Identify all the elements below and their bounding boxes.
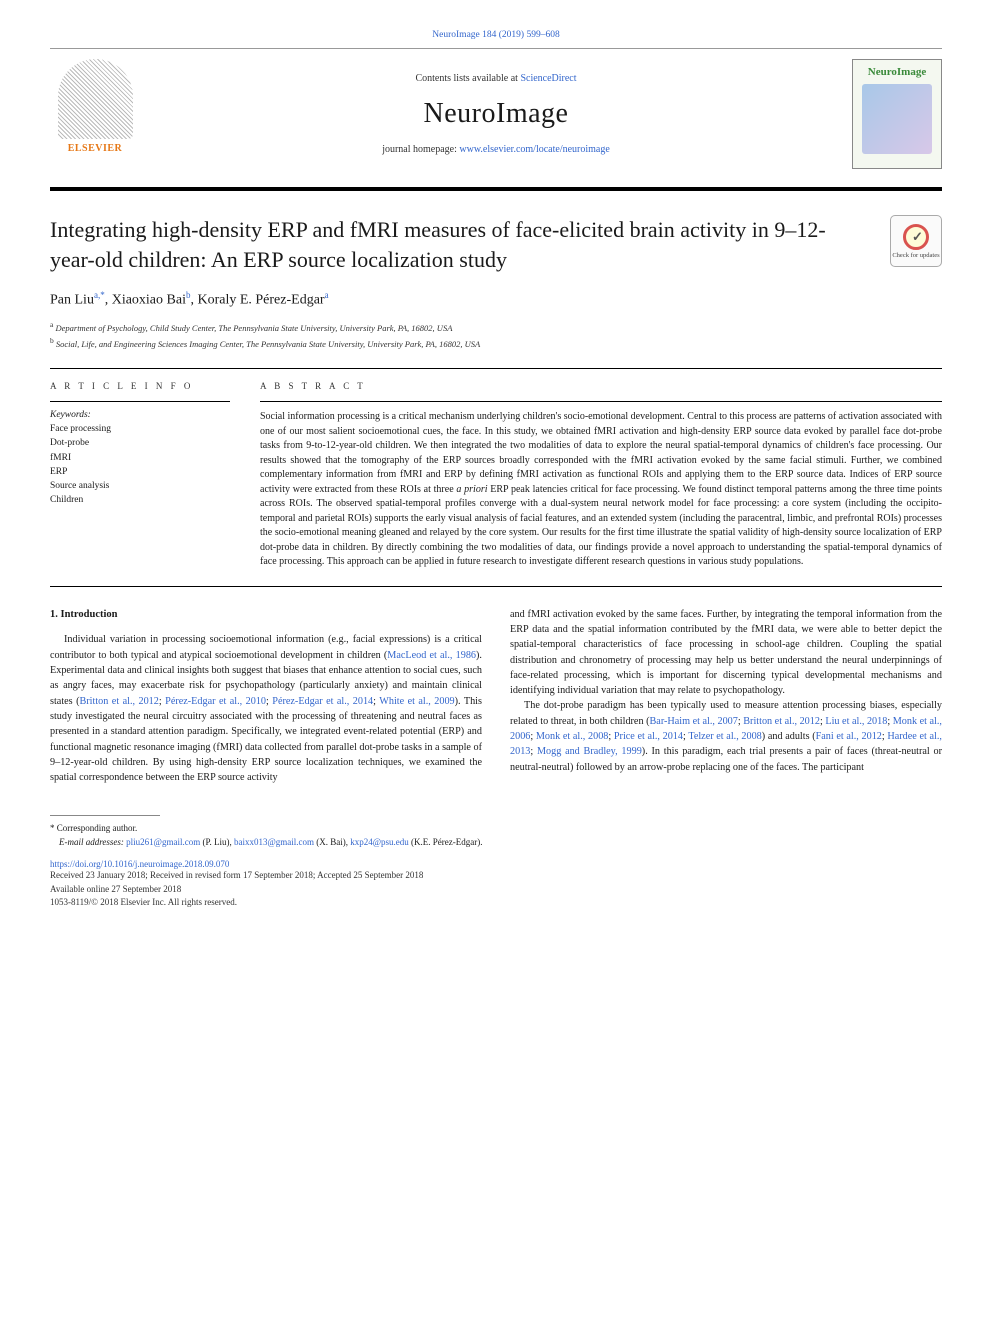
authors: Pan Liua,*, Xiaoxiao Baib, Koraly E. Pér… bbox=[50, 290, 942, 309]
cover-title: NeuroImage bbox=[868, 66, 926, 78]
history-received: Received 23 January 2018; Received in re… bbox=[50, 869, 942, 883]
abstract-text: Social information processing is a criti… bbox=[260, 410, 942, 570]
journal-citation[interactable]: NeuroImage 184 (2019) 599–608 bbox=[50, 30, 942, 40]
affiliation-b: Social, Life, and Engineering Sciences I… bbox=[56, 338, 480, 348]
check-updates-badge[interactable]: Check for updates bbox=[890, 215, 942, 267]
copyright: 1053-8119/© 2018 Elsevier Inc. All right… bbox=[50, 896, 942, 910]
author-3-affil[interactable]: a bbox=[325, 290, 329, 300]
paragraph: and fMRI activation evoked by the same f… bbox=[510, 607, 942, 699]
keyword-item: Dot-probe bbox=[50, 436, 230, 450]
email-name-2: (X. Bai), bbox=[316, 837, 348, 847]
info-label: A R T I C L E I N F O bbox=[50, 381, 230, 391]
history-online: Available online 27 September 2018 bbox=[50, 883, 942, 897]
citation-link[interactable]: Monk et al., 2008 bbox=[536, 731, 609, 742]
author-1-affil[interactable]: a,* bbox=[94, 290, 105, 300]
abstract: A B S T R A C T Social information proce… bbox=[260, 381, 942, 570]
keyword-item: ERP bbox=[50, 465, 230, 479]
emails-label: E-mail addresses: bbox=[59, 837, 124, 847]
email-name-1: (P. Liu), bbox=[202, 837, 231, 847]
article-history: Received 23 January 2018; Received in re… bbox=[50, 869, 942, 910]
affiliation-a: Department of Psychology, Child Study Ce… bbox=[55, 323, 452, 333]
author-2-affil[interactable]: b bbox=[186, 290, 191, 300]
affiliations: a Department of Psychology, Child Study … bbox=[50, 319, 942, 350]
cover-image bbox=[862, 84, 932, 154]
author-1: Pan Liu bbox=[50, 293, 94, 308]
email-link-2[interactable]: baixx013@gmail.com bbox=[234, 837, 314, 847]
elsevier-text: ELSEVIER bbox=[68, 143, 123, 154]
elsevier-tree-icon bbox=[58, 59, 133, 139]
column-right: and fMRI activation evoked by the same f… bbox=[510, 607, 942, 786]
citation-link[interactable]: Liu et al., 2018 bbox=[825, 716, 887, 727]
doi-link[interactable]: https://doi.org/10.1016/j.neuroimage.201… bbox=[50, 859, 942, 869]
check-icon bbox=[903, 224, 929, 250]
header-center: Contents lists available at ScienceDirec… bbox=[160, 73, 832, 155]
citation-link[interactable]: Pérez-Edgar et al., 2010 bbox=[165, 696, 266, 707]
email-link-3[interactable]: kxp24@psu.edu bbox=[350, 837, 409, 847]
info-abstract-row: A R T I C L E I N F O Keywords: Face pro… bbox=[50, 381, 942, 570]
citation-link[interactable]: Fani et al., 2012 bbox=[816, 731, 882, 742]
homepage-line: journal homepage: www.elsevier.com/locat… bbox=[160, 144, 832, 155]
journal-title: NeuroImage bbox=[160, 98, 832, 130]
article-title: Integrating high-density ERP and fMRI me… bbox=[50, 215, 870, 274]
article-info: A R T I C L E I N F O Keywords: Face pro… bbox=[50, 381, 230, 570]
citation-link[interactable]: Britton et al., 2012 bbox=[79, 696, 158, 707]
citation-link[interactable]: White et al., 2009 bbox=[379, 696, 454, 707]
keyword-item: Face processing bbox=[50, 422, 230, 436]
citation-link[interactable]: Britton et al., 2012 bbox=[743, 716, 820, 727]
corresponding-author: * Corresponding author. bbox=[50, 822, 942, 836]
paragraph: Individual variation in processing socio… bbox=[50, 632, 482, 785]
email-name-3: (K.E. Pérez-Edgar). bbox=[411, 837, 482, 847]
keyword-item: Children bbox=[50, 493, 230, 507]
citation-link[interactable]: Mogg and Bradley, 1999 bbox=[537, 746, 642, 757]
sciencedirect-link[interactable]: ScienceDirect bbox=[520, 73, 576, 84]
email-link-1[interactable]: pliu261@gmail.com bbox=[126, 837, 200, 847]
journal-header: ELSEVIER Contents lists available at Sci… bbox=[50, 48, 942, 191]
keywords-list: Face processing Dot-probe fMRI ERP Sourc… bbox=[50, 422, 230, 508]
keywords-title: Keywords: bbox=[50, 410, 230, 420]
keyword-item: fMRI bbox=[50, 451, 230, 465]
homepage-link[interactable]: www.elsevier.com/locate/neuroimage bbox=[459, 144, 609, 155]
keyword-item: Source analysis bbox=[50, 479, 230, 493]
paragraph: The dot-probe paradigm has been typicall… bbox=[510, 698, 942, 774]
column-left: 1. Introduction Individual variation in … bbox=[50, 607, 482, 786]
check-label: Check for updates bbox=[892, 252, 939, 259]
author-3: Koraly E. Pérez-Edgar bbox=[197, 293, 324, 308]
citation-link[interactable]: Price et al., 2014 bbox=[614, 731, 683, 742]
citation-link[interactable]: Pérez-Edgar et al., 2014 bbox=[272, 696, 373, 707]
homepage-prefix: journal homepage: bbox=[382, 144, 459, 155]
elsevier-logo: ELSEVIER bbox=[50, 59, 140, 169]
article-header: Integrating high-density ERP and fMRI me… bbox=[50, 215, 942, 274]
citation-link[interactable]: MacLeod et al., 1986 bbox=[387, 650, 476, 661]
citation-link[interactable]: Telzer et al., 2008 bbox=[688, 731, 761, 742]
contents-prefix: Contents lists available at bbox=[415, 73, 520, 84]
author-2: Xiaoxiao Bai bbox=[112, 293, 186, 308]
citation-link[interactable]: Bar-Haim et al., 2007 bbox=[650, 716, 738, 727]
body-columns: 1. Introduction Individual variation in … bbox=[50, 607, 942, 786]
abstract-label: A B S T R A C T bbox=[260, 381, 942, 391]
section-heading: 1. Introduction bbox=[50, 607, 482, 623]
email-addresses: E-mail addresses: pliu261@gmail.com (P. … bbox=[50, 836, 942, 850]
journal-cover: NeuroImage bbox=[852, 59, 942, 169]
contents-line: Contents lists available at ScienceDirec… bbox=[160, 73, 832, 84]
